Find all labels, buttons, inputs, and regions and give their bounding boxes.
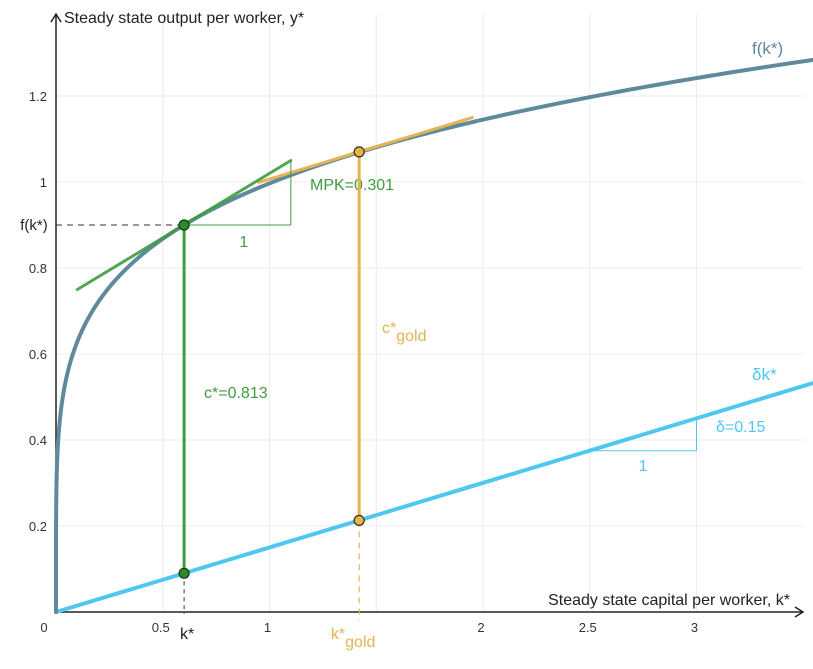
- k-gold-subscript: gold: [345, 634, 375, 651]
- mpk-run-label: 1: [239, 234, 248, 251]
- x-axis-arrow: [794, 606, 805, 618]
- golden-tangent-line: [257, 116, 474, 184]
- x-tick-label: 2.5: [579, 620, 597, 635]
- x-tick-label: 0.5: [152, 620, 170, 635]
- y-axis-label: Steady state output per worker, y*: [64, 10, 304, 27]
- series-label-production: f(k*): [752, 39, 783, 58]
- c-star-label: c*=0.813: [204, 385, 268, 402]
- fk-star-axis-label: f(k*): [20, 217, 48, 234]
- k-gold-axis-label: k*gold: [331, 626, 375, 651]
- series-line-depreciation: [54, 381, 813, 614]
- steady-state-output-point: [178, 219, 190, 231]
- golden-depreciation-point: [353, 514, 365, 527]
- series-line-production: [54, 57, 813, 614]
- mpk-label: MPK=0.301: [310, 177, 394, 194]
- chart-marks: 1 MPK=0.301 1 δ=0.15 f(k*) δk* c*=0.813 c*gold f…: [20, 39, 813, 651]
- x-tick-label: 3: [691, 620, 698, 635]
- y-tick-label: 0.6: [29, 347, 47, 362]
- x-tick-label: 2: [477, 620, 484, 635]
- x-axis-label: Steady state capital per worker, k*: [548, 592, 790, 609]
- c-gold-subscript: gold: [396, 328, 426, 345]
- series-label-depreciation: δk*: [752, 365, 777, 384]
- delta-label: δ=0.15: [716, 419, 765, 436]
- y-tick-label: 0.8: [29, 261, 47, 276]
- y-axis-arrow: [50, 12, 62, 23]
- y-tick-label: 0.4: [29, 433, 47, 448]
- y-tick-label: 1: [40, 175, 47, 190]
- y-tick-label: 0.2: [29, 519, 47, 534]
- y-tick-label: 1.2: [29, 89, 47, 104]
- c-gold-label: c*gold: [382, 320, 426, 345]
- delta-run-label: 1: [639, 458, 648, 475]
- axes: [50, 12, 805, 618]
- grid: [56, 14, 803, 612]
- x-tick-label: 1: [264, 620, 271, 635]
- k-star-axis-label: k*: [180, 626, 194, 643]
- tick-labels: 0 0.5 1 2 2.5 3 0.2 0.4 0.6 0.8 1 1.2: [29, 89, 698, 635]
- steady-state-depreciation-point: [178, 567, 190, 579]
- golden-output-point: [353, 146, 365, 158]
- x-tick-label: 0: [40, 620, 47, 635]
